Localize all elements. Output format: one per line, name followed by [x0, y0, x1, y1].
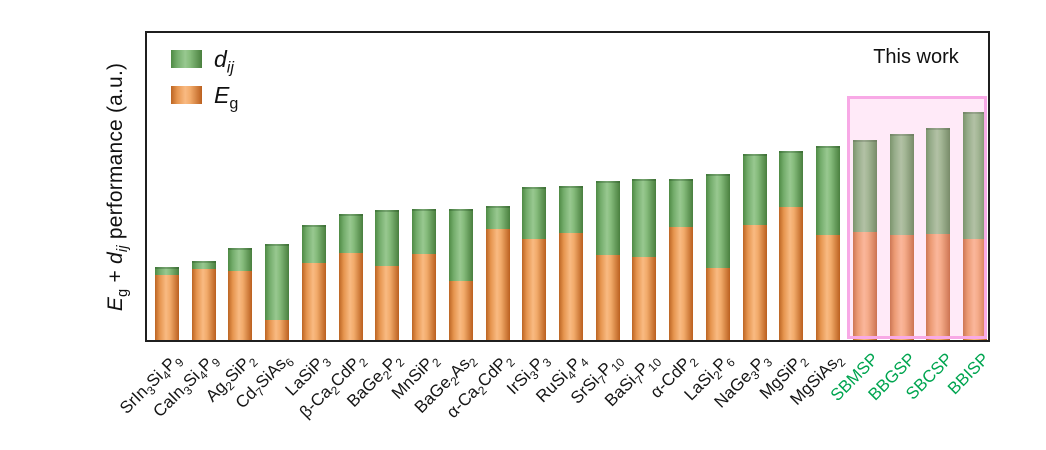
- bar-segment-eg: [926, 233, 951, 340]
- bar-segment-eg: [669, 227, 694, 340]
- bar-segment-eg: [963, 238, 988, 340]
- bar-17: [742, 154, 767, 340]
- annotation-this-work: This work: [873, 46, 959, 68]
- bar-segment-dij: [963, 112, 988, 239]
- bar-segment-dij: [632, 178, 657, 257]
- bar-segment-dij: [338, 214, 363, 253]
- bar-segment-dij: [816, 145, 841, 235]
- bar-16: [705, 173, 730, 340]
- bar-segment-eg: [228, 270, 253, 340]
- bar-segment-eg: [852, 232, 877, 340]
- legend-item-eg: Eg: [171, 77, 238, 113]
- bar-3: [228, 247, 253, 340]
- bar-segment-dij: [191, 261, 216, 270]
- bar-13: [595, 181, 620, 340]
- legend-swatch-dij: [171, 50, 202, 68]
- bar-segment-eg: [448, 280, 473, 340]
- bar-segment-dij: [448, 208, 473, 281]
- bar-segment-dij: [155, 266, 179, 276]
- bar-segment-eg: [705, 267, 730, 340]
- bar-6: [338, 214, 363, 340]
- bar-segment-dij: [595, 181, 620, 256]
- bar-11: [522, 187, 547, 340]
- bar-segment-dij: [228, 247, 253, 271]
- bar-7: [375, 210, 400, 340]
- bar-2: [191, 261, 216, 340]
- bar-segment-dij: [705, 173, 730, 268]
- bar-4: [265, 244, 290, 340]
- bar-segment-eg: [412, 253, 437, 340]
- bar-segment-dij: [926, 127, 951, 234]
- bar-19: [816, 145, 841, 340]
- bar-20: [852, 140, 877, 340]
- legend-swatch-eg: [171, 86, 202, 104]
- bar-15: [669, 179, 694, 340]
- bar-segment-eg: [632, 256, 657, 340]
- legend-label-dij: dij: [214, 45, 234, 77]
- bar-segment-eg: [301, 262, 326, 340]
- plot-area: dij Eg: [145, 31, 990, 342]
- bar-14: [632, 178, 657, 340]
- bar-segment-eg: [889, 234, 914, 340]
- bar-segment-dij: [375, 210, 400, 266]
- bar-segment-eg: [559, 233, 584, 340]
- bar-segment-eg: [191, 269, 216, 340]
- bar-segment-dij: [265, 244, 290, 321]
- bar-5: [301, 224, 326, 340]
- bar-segment-eg: [816, 234, 841, 340]
- highlight-box-this-work: [847, 96, 987, 339]
- bar-8: [412, 208, 437, 340]
- bar-segment-dij: [669, 179, 694, 228]
- bar-segment-eg: [595, 255, 620, 340]
- bar-segment-eg: [155, 275, 179, 340]
- bar-segment-dij: [889, 133, 914, 235]
- bar-segment-eg: [485, 228, 510, 340]
- bar-segment-dij: [742, 154, 767, 225]
- bar-18: [779, 150, 804, 340]
- bar-segment-dij: [779, 150, 804, 207]
- bar-23: [963, 112, 988, 340]
- bar-segment-eg: [338, 252, 363, 340]
- bar-segment-eg: [522, 238, 547, 340]
- y-axis-label: Eg + dij performance (a.u.): [104, 62, 132, 312]
- bar-12: [559, 186, 584, 340]
- legend-item-dij: dij: [171, 41, 238, 77]
- bar-segment-eg: [265, 320, 290, 340]
- bar-segment-eg: [779, 206, 804, 340]
- bar-segment-dij: [412, 208, 437, 254]
- bar-segment-dij: [522, 187, 547, 239]
- bar-21: [889, 133, 914, 340]
- bar-segment-eg: [742, 224, 767, 340]
- legend-label-eg: Eg: [214, 81, 239, 113]
- bar-1: [155, 266, 179, 340]
- bar-segment-dij: [559, 186, 584, 234]
- bar-segment-dij: [301, 224, 326, 263]
- bar-22: [926, 127, 951, 340]
- bar-10: [485, 205, 510, 340]
- bar-9: [448, 208, 473, 340]
- bar-segment-dij: [852, 140, 877, 233]
- bar-segment-eg: [375, 265, 400, 340]
- bar-segment-dij: [485, 205, 510, 229]
- legend: dij Eg: [171, 41, 238, 113]
